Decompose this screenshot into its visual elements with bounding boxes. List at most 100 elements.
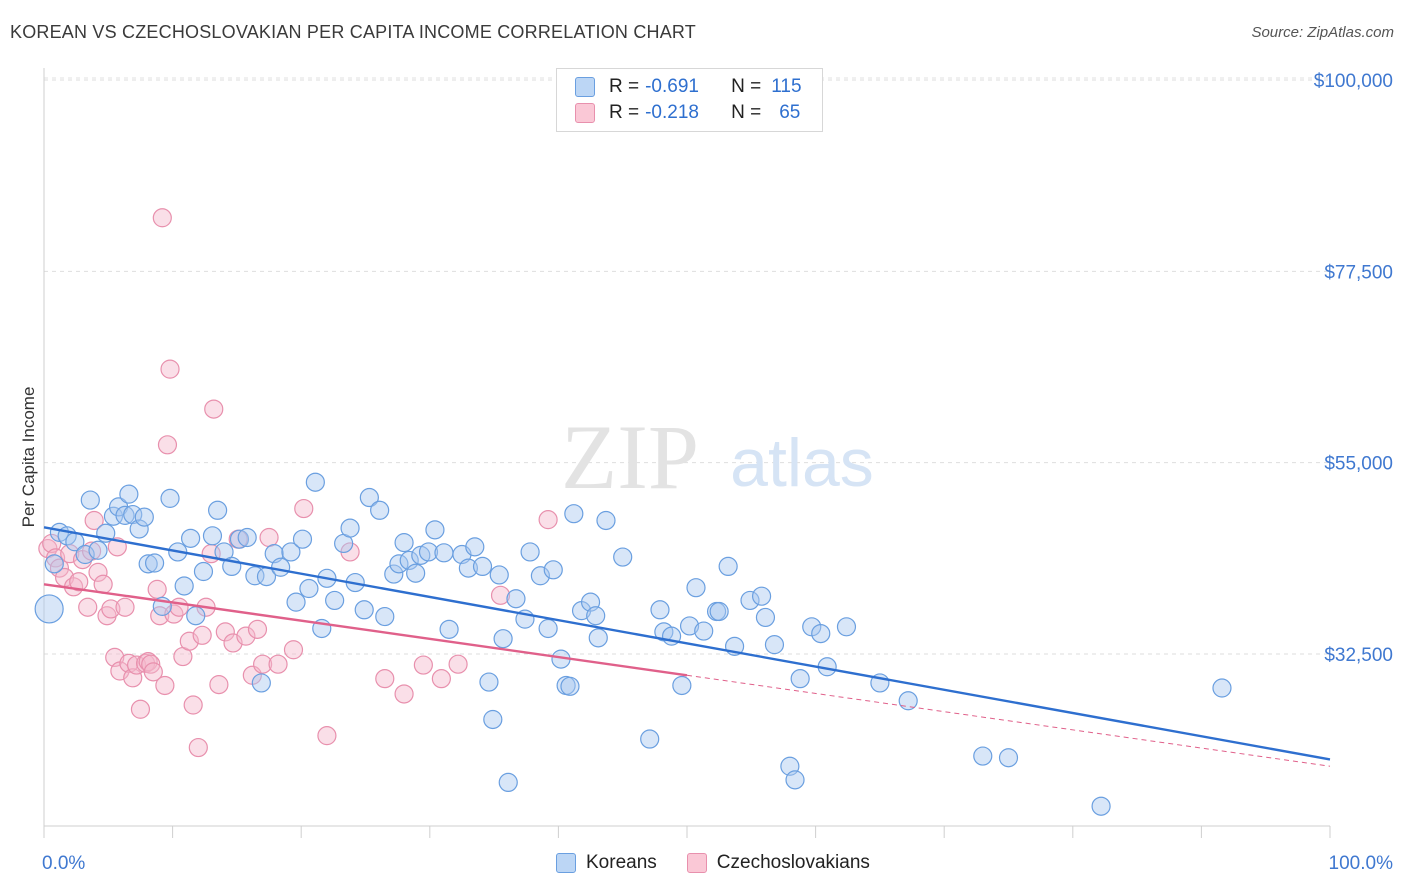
koreans-point — [434, 543, 454, 563]
koreans-point — [498, 772, 518, 793]
koreans-point — [34, 594, 64, 624]
czechoslovakians-point — [268, 654, 288, 674]
koreans-point — [359, 487, 379, 508]
koreans-point — [271, 557, 291, 577]
watermark-zip: ZIP — [561, 406, 699, 508]
czechoslovakians-point — [204, 399, 224, 419]
koreans-point — [588, 628, 608, 648]
koreans-point — [286, 592, 306, 612]
koreans-point — [115, 505, 135, 525]
legend-item-koreans: Koreans — [556, 852, 657, 874]
czechoslovakians-point — [147, 579, 167, 599]
czechoslovakians-point — [294, 498, 314, 519]
koreans-point — [764, 635, 785, 655]
czechoslovakians-point — [431, 669, 451, 689]
czechoslovakians-point — [160, 359, 180, 379]
legend-row-koreans: R = -0.691 N = 115 — [575, 75, 802, 99]
czechoslovakians-point — [88, 562, 108, 582]
czechoslovakians-point — [119, 653, 139, 673]
koreans-point — [119, 484, 139, 504]
czechoslovakians-point — [141, 654, 161, 674]
koreans-point — [1212, 678, 1232, 698]
koreans-point — [898, 691, 918, 711]
koreans-point — [709, 601, 729, 622]
legend-item-czechoslovakians: Czechoslovakians — [686, 852, 870, 874]
czechoslovakians-point — [143, 662, 163, 682]
czechoslovakians-point — [123, 668, 143, 688]
czechoslovakians-point — [215, 622, 235, 642]
koreans-point — [679, 616, 700, 636]
czechoslovakians-point — [69, 572, 89, 592]
koreans-point — [394, 533, 414, 553]
koreans-point — [538, 618, 558, 639]
koreans-point — [80, 490, 100, 510]
koreans-point — [129, 519, 149, 539]
koreans-point — [292, 529, 313, 549]
czechoslovakians-point — [413, 655, 433, 675]
koreans-point — [88, 540, 108, 560]
koreans-point — [138, 554, 158, 574]
czechoslovakians-point — [101, 599, 121, 619]
koreans-point — [613, 547, 633, 567]
koreans-point — [686, 578, 706, 598]
koreans-point — [740, 590, 760, 611]
czechoslovakians-point — [538, 510, 558, 530]
czechoslovakians-point — [84, 510, 104, 531]
koreans-point — [299, 578, 319, 599]
koreans-trend-line — [43, 526, 1331, 761]
czechoslovakians-point — [247, 619, 268, 639]
koreans-point — [193, 561, 214, 582]
y-tick-label: $32,500 — [1324, 645, 1393, 666]
koreans-point — [718, 556, 738, 577]
koreans-point — [251, 673, 271, 693]
watermark-atlas: atlas — [730, 425, 874, 501]
koreans-point — [375, 606, 395, 627]
koreans-points — [34, 472, 1232, 816]
axes — [43, 68, 1331, 838]
koreans-point — [44, 554, 64, 574]
koreans-point — [520, 542, 540, 562]
koreans-point — [650, 600, 670, 620]
koreans-point — [144, 553, 165, 573]
czechoslovakians-point — [155, 675, 175, 696]
koreans-point — [458, 558, 478, 578]
legend-swatch-czechoslovakians — [575, 103, 595, 123]
koreans-point — [596, 510, 616, 531]
czechoslovakians-point — [130, 699, 151, 719]
czechoslovakians-point — [138, 652, 158, 672]
czechoslovakians-point — [490, 585, 511, 605]
legend-n-label: N = — [731, 102, 762, 123]
legend-swatch-koreans — [556, 853, 576, 873]
y-axis-label: Per Capita Income — [19, 387, 38, 528]
czechoslovakians-point — [283, 640, 304, 660]
czechoslovakians-point — [42, 533, 62, 554]
koreans-point — [543, 560, 563, 580]
legend-n-value: 115 — [771, 76, 802, 97]
koreans-point — [384, 564, 404, 584]
legend-n-label: N = — [731, 76, 762, 97]
x-tick-label: 0.0% — [42, 853, 85, 874]
koreans-point — [790, 669, 810, 689]
czechoslovakians-point — [152, 208, 172, 228]
czechoslovakians-point — [209, 675, 229, 695]
czechoslovakians-point — [236, 626, 256, 646]
legend-row-czechoslovakians: R = -0.218 N = 65 — [575, 101, 800, 125]
czechoslovakians-point — [45, 548, 66, 568]
koreans-point — [560, 676, 580, 696]
koreans-point — [181, 528, 201, 548]
legend-label-czechoslovakians: Czechoslovakians — [716, 852, 870, 873]
czechoslovakians-trend-extension — [686, 674, 1331, 767]
czechoslovakians-point — [192, 625, 212, 645]
koreans-point — [174, 576, 194, 596]
legend-label-koreans: Koreans — [586, 852, 657, 873]
legend-swatch-czechoslovakians — [686, 853, 707, 873]
y-tick-label: $100,000 — [1314, 71, 1393, 92]
koreans-point — [229, 529, 250, 549]
czechoslovakians-point — [183, 695, 203, 715]
czechoslovakians-point — [157, 435, 178, 455]
legend-r-value: -0.218 — [645, 102, 699, 123]
czechoslovakians-point — [188, 737, 208, 758]
koreans-point — [755, 607, 776, 628]
koreans-point — [340, 518, 360, 538]
czechoslovakians-trend-line — [43, 583, 688, 677]
